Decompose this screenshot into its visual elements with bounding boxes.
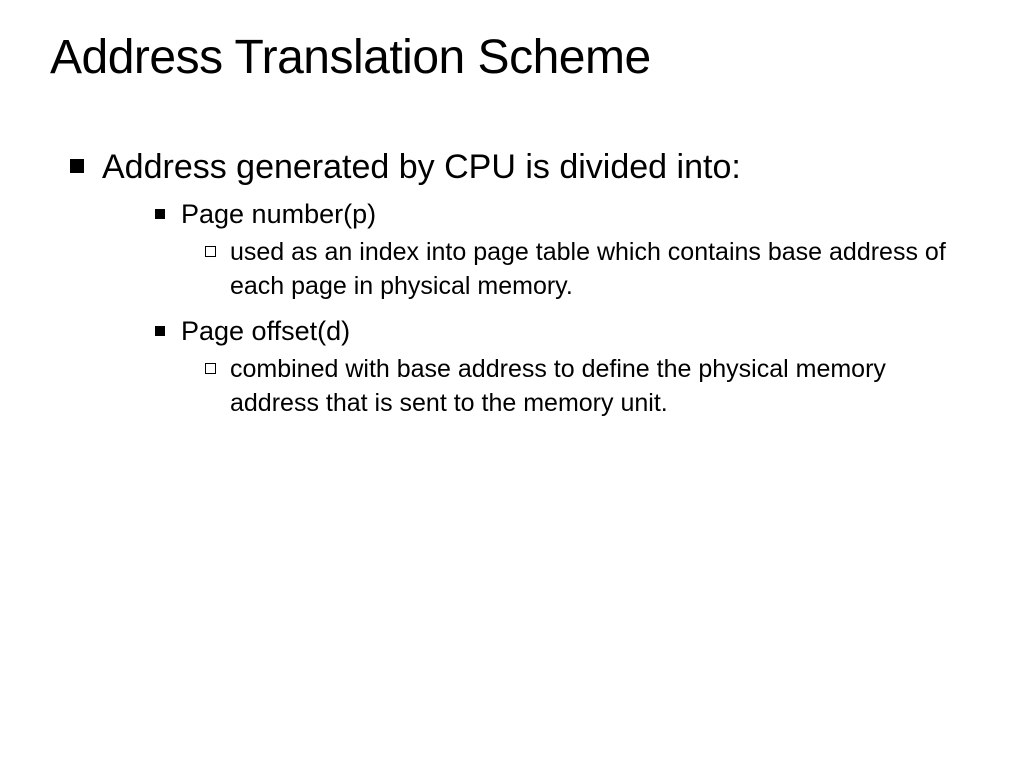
list-item-text: Page number(p) — [181, 197, 376, 232]
bullet-list-level-3: combined with base address to define the… — [50, 353, 974, 421]
list-item-text: used as an index into page table which c… — [230, 236, 974, 304]
list-item-text: Page offset(d) — [181, 314, 350, 349]
hollow-square-bullet-icon — [205, 363, 216, 374]
list-item-page-number: Page number(p) — [155, 197, 974, 232]
list-item-page-number-detail: used as an index into page table which c… — [205, 236, 974, 304]
bullet-list-level-2: Page number(p) — [50, 197, 974, 232]
list-item-main: Address generated by CPU is divided into… — [70, 145, 974, 189]
bullet-list-level-3: used as an index into page table which c… — [50, 236, 974, 304]
hollow-square-bullet-icon — [205, 246, 216, 257]
bullet-list-level-1: Address generated by CPU is divided into… — [50, 145, 974, 189]
square-bullet-icon — [155, 209, 165, 219]
list-item-text: Address generated by CPU is divided into… — [102, 145, 741, 189]
list-item-page-offset: Page offset(d) — [155, 314, 974, 349]
bullet-list-level-2: Page offset(d) — [50, 314, 974, 349]
slide-title: Address Translation Scheme — [50, 30, 974, 85]
list-item-text: combined with base address to define the… — [230, 353, 974, 421]
square-bullet-icon — [155, 326, 165, 336]
list-item-page-offset-detail: combined with base address to define the… — [205, 353, 974, 421]
square-bullet-icon — [70, 159, 84, 173]
